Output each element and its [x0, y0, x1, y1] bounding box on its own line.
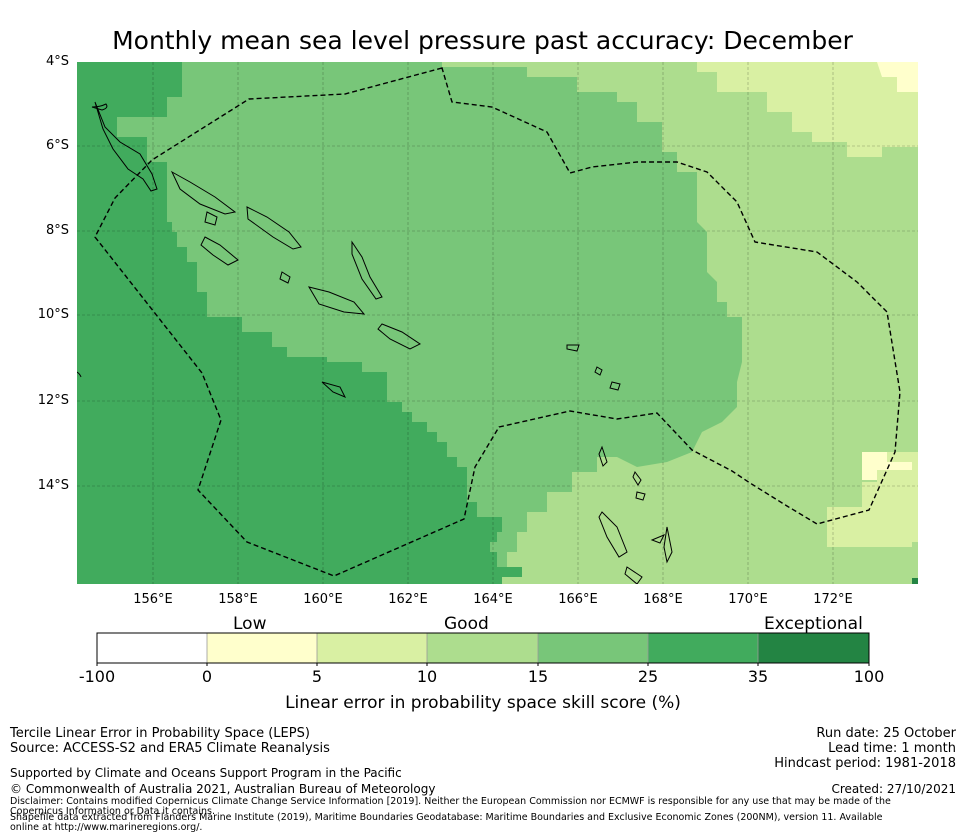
- colorbar-tick: 10: [416, 667, 438, 686]
- skill-score-map: [77, 62, 918, 584]
- lat-label: 4°S: [45, 54, 69, 69]
- lat-label: 6°S: [45, 138, 69, 153]
- colorbar: [96, 632, 870, 666]
- skill-region-25-35: [77, 62, 522, 584]
- colorbar-tick: 100: [853, 667, 885, 686]
- map-title: Monthly mean sea level pressure past acc…: [112, 26, 853, 55]
- lon-label: 156°E: [133, 592, 173, 607]
- method-text: Tercile Linear Error in Probability Spac…: [10, 726, 310, 741]
- lat-label: 8°S: [45, 223, 69, 238]
- category-good: Good: [444, 614, 489, 634]
- colorbar-tick: -100: [78, 667, 116, 686]
- colorbar-bin: [427, 633, 538, 663]
- colorbar-tick: 15: [527, 667, 549, 686]
- coastline: [77, 101, 673, 584]
- lead-time-text: Lead time: 1 month: [828, 741, 956, 756]
- eez-boundary: [94, 67, 901, 577]
- source-text: Source: ACCESS-S2 and ERA5 Climate Reana…: [10, 741, 330, 756]
- skill-region-35-100: [912, 578, 918, 584]
- skill-region-0-5: [877, 62, 918, 92]
- lon-label: 162°E: [388, 592, 428, 607]
- category-exceptional: Exceptional: [764, 614, 863, 634]
- colorbar-tick: 35: [747, 667, 769, 686]
- colorbar-bin: [648, 633, 758, 663]
- colorbar-title: Linear error in probability space skill …: [285, 693, 681, 713]
- lat-label: 14°S: [37, 478, 69, 493]
- category-low: Low: [233, 614, 267, 634]
- lon-label: 160°E: [303, 592, 343, 607]
- lon-label: 168°E: [643, 592, 683, 607]
- lon-label: 158°E: [218, 592, 258, 607]
- colorbar-tick: 0: [201, 667, 213, 686]
- run-date-text: Run date: 25 October: [816, 726, 956, 741]
- hindcast-text: Hindcast period: 1981-2018: [774, 756, 956, 771]
- lon-label: 164°E: [473, 592, 513, 607]
- skill-region-10-15: [442, 62, 918, 584]
- shapefile-text: Shapefile data extracted from Flanders M…: [10, 812, 883, 833]
- skill-region-0-5: [862, 452, 912, 480]
- colorbar-bin: [538, 633, 648, 663]
- created-text: Created: 27/10/2021: [831, 782, 956, 796]
- copyright-text: © Commonwealth of Australia 2021, Austra…: [10, 782, 436, 796]
- colorbar-bin: [207, 633, 317, 663]
- skill-region-5-10: [697, 62, 918, 157]
- lat-label: 12°S: [37, 393, 69, 408]
- colorbar-bin: [758, 633, 869, 663]
- lat-label: 10°S: [37, 307, 69, 322]
- colorbar-tick: 5: [311, 667, 323, 686]
- lon-label: 172°E: [813, 592, 853, 607]
- lon-label: 170°E: [728, 592, 768, 607]
- support-text: Supported by Climate and Oceans Support …: [10, 766, 402, 780]
- colorbar-bin: [317, 633, 427, 663]
- disclaimer-text: Disclaimer: Contains modified Copernicus…: [10, 796, 891, 817]
- colorbar-bin: [97, 633, 207, 663]
- skill-region-5-10: [827, 452, 918, 547]
- colorbar-tick: 25: [637, 667, 659, 686]
- lon-label: 166°E: [558, 592, 598, 607]
- graticule: [77, 62, 918, 584]
